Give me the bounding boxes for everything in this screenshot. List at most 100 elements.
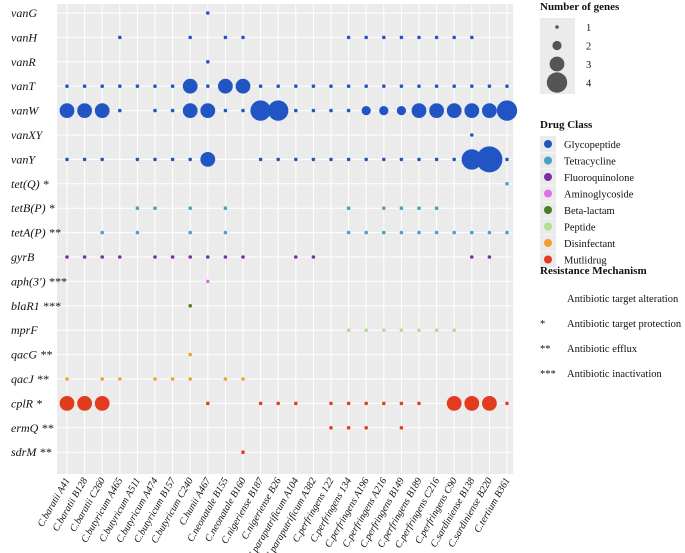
gene-label-qacG: qacG ** <box>11 348 52 362</box>
gene-label-blaR1: blaR1 *** <box>11 299 61 313</box>
gene-dot-vanW-12 <box>268 100 289 121</box>
gene-dot-vanY-17 <box>364 157 369 162</box>
drug-class-swatch-disinfectant <box>544 239 552 247</box>
gene-dot-vanW-2 <box>94 103 110 118</box>
gene-dot-vanY-1 <box>82 157 87 162</box>
gene-dot-cplR-23 <box>464 396 480 411</box>
gene-dot-vanT-13 <box>294 84 298 88</box>
gene-dot-cplR-8 <box>206 401 210 406</box>
gene-dot-vanY-15 <box>329 157 333 162</box>
gene-dot-gyrB-6 <box>170 255 175 259</box>
gene-label-tetAP: tetA(P) ** <box>11 226 61 240</box>
gene-dot-vanY-24 <box>476 146 503 173</box>
gene-axis-labels: vanG vanH vanR vanT vanW vanXY vanY tet(Q) * tet… <box>11 6 67 459</box>
gene-dot-ermQ-16 <box>346 426 351 430</box>
gene-dot-vanW-19 <box>396 106 406 116</box>
gene-dot-vanH-20 <box>417 35 421 40</box>
gene-dot-vanH-7 <box>188 35 192 40</box>
mechanism-legend-title: Resistance Mechanism <box>540 265 647 277</box>
gene-dot-vanY-4 <box>135 157 140 162</box>
gene-dot-vanY-18 <box>382 157 386 162</box>
gene-dot-vanT-25 <box>505 84 509 88</box>
gene-dot-vanY-11 <box>258 157 263 162</box>
gene-dot-cplR-11 <box>258 401 263 406</box>
gene-dot-vanW-6 <box>170 108 175 113</box>
gene-dot-tetAP-16 <box>346 230 351 235</box>
gene-dot-vanH-3 <box>118 35 122 40</box>
gene-dot-vanT-3 <box>118 84 122 88</box>
gene-dot-qacG-7 <box>188 352 192 357</box>
mechanism-label: Antibiotic target alteration <box>567 294 679 305</box>
size-key-label-4: 4 <box>586 79 592 90</box>
gene-dot-vanH-16 <box>346 35 351 40</box>
gene-dot-vanH-23 <box>470 35 474 40</box>
mechanism-label: Antibiotic efflux <box>567 344 638 355</box>
gene-dot-vanH-22 <box>452 35 457 40</box>
gene-dot-vanY-7 <box>188 157 192 162</box>
gene-dot-vanT-9 <box>218 78 233 94</box>
gene-dot-cplR-2 <box>94 396 110 411</box>
gene-dot-tetAP-22 <box>452 230 457 235</box>
gene-dot-gyrB-5 <box>153 255 157 259</box>
gene-dot-vanY-25 <box>505 157 509 162</box>
mechanism-label: Antibiotic target protection <box>567 319 682 330</box>
gene-dot-vanT-12 <box>276 84 281 88</box>
gene-dot-vanY-2 <box>100 157 104 162</box>
gene-dot-cplR-18 <box>382 401 386 406</box>
gene-label-tetQ: tet(Q) * <box>11 177 49 191</box>
gene-dot-vanH-18 <box>382 35 386 40</box>
drug-class-label-beta-lactam: Beta-lactam <box>564 206 615 217</box>
gene-dot-tetAP-7 <box>188 230 192 235</box>
gene-dot-gyrB-23 <box>470 255 474 259</box>
gene-dot-vanH-17 <box>364 35 369 40</box>
gene-dot-qacJ-7 <box>188 377 192 381</box>
gene-dot-vanT-21 <box>434 84 439 88</box>
gene-dot-cplR-19 <box>399 401 404 406</box>
gene-dot-vanY-13 <box>294 157 298 162</box>
gene-dot-gyrB-3 <box>118 255 122 259</box>
gene-dot-mprF-19 <box>399 328 404 333</box>
gene-dot-tetAP-24 <box>487 230 492 235</box>
gene-dot-mprF-22 <box>452 328 457 333</box>
gene-dot-vanW-22 <box>446 103 462 118</box>
gene-dot-ermQ-19 <box>399 426 404 430</box>
drug-class-swatch-mutlidrug <box>544 255 552 264</box>
gene-dot-vanR-8 <box>206 60 210 64</box>
mechanism-symbol: ** <box>540 344 551 355</box>
gene-dot-vanT-24 <box>487 84 492 88</box>
gene-dot-vanH-10 <box>241 35 245 40</box>
gene-label-ermQ: ermQ ** <box>11 421 53 435</box>
size-legend: Number of genes 1 2 3 4 <box>540 1 620 94</box>
gene-dot-vanT-19 <box>399 84 404 88</box>
gene-dot-cplR-0 <box>59 396 75 411</box>
mechanism-symbol: * <box>540 319 545 330</box>
gene-dot-vanT-6 <box>170 84 175 88</box>
gene-dot-cplR-15 <box>329 401 333 406</box>
gene-dot-vanW-13 <box>294 108 298 113</box>
gene-label-vanR: vanR <box>11 55 36 69</box>
gene-dot-vanY-23 <box>461 149 482 170</box>
gene-dot-vanT-2 <box>100 84 104 88</box>
gene-dot-cplR-17 <box>364 401 369 406</box>
gene-dot-vanT-23 <box>470 84 474 88</box>
gene-label-vanT: vanT <box>11 79 36 93</box>
gene-label-gyrB: gyrB <box>11 250 35 264</box>
size-key-dot-1 <box>555 25 559 29</box>
gene-dot-sdrM-10 <box>241 450 245 455</box>
gene-dot-vanY-12 <box>276 157 281 162</box>
gene-label-aph3: aph(3') *** <box>11 274 67 288</box>
gene-dot-vanW-0 <box>59 103 75 118</box>
gene-dot-vanY-6 <box>170 157 175 162</box>
drug-class-label-mutlidrug: Mutlidrug <box>564 256 607 267</box>
gene-dot-tetBP-21 <box>434 206 439 210</box>
gene-dot-vanG-8 <box>206 11 210 15</box>
gene-label-mprF: mprF <box>11 323 38 337</box>
mechanism-symbol: *** <box>540 369 556 380</box>
gene-dot-vanW-3 <box>118 108 122 113</box>
gene-dot-vanT-10 <box>235 78 251 94</box>
gene-dot-tetAP-23 <box>470 230 474 235</box>
gene-dot-tetAP-4 <box>135 230 140 235</box>
gene-dot-mprF-21 <box>434 328 439 333</box>
gene-dot-vanW-5 <box>153 108 157 113</box>
gene-dot-vanT-0 <box>65 84 69 88</box>
